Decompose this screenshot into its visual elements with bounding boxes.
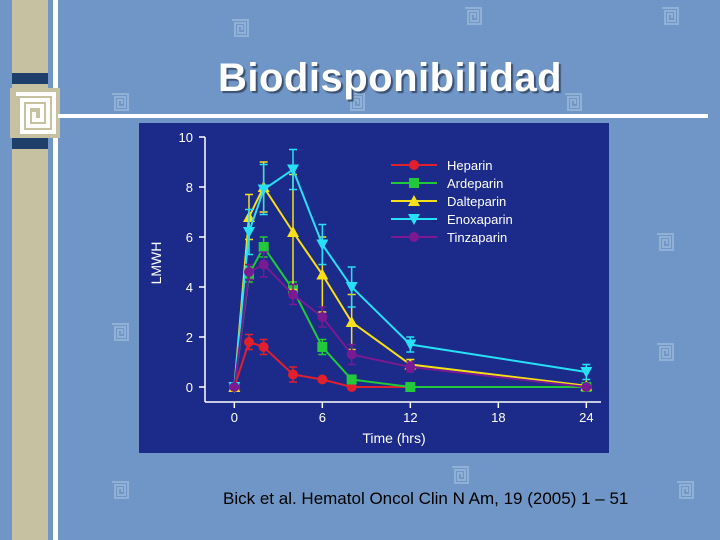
title-underline: [58, 114, 708, 118]
data-point-tinzaparin: [288, 289, 298, 300]
legend-label-dalteparin: Dalteparin: [447, 194, 506, 209]
y-tick-label: 0: [186, 380, 193, 395]
data-point-tinzaparin: [405, 362, 416, 372]
legend-marker-dalteparin: [408, 195, 420, 206]
data-point-enoxaparin: [580, 367, 593, 378]
data-point-heparin: [258, 342, 269, 352]
greek-key-motif-icon: [112, 323, 129, 341]
data-point-enoxaparin: [316, 239, 329, 251]
data-point-heparin: [288, 369, 298, 380]
legend-marker-enoxaparin: [408, 214, 420, 225]
left-navy-bar: [12, 73, 48, 84]
y-tick-label: 8: [186, 180, 193, 195]
series-enoxaparin: [228, 148, 593, 393]
y-tick-label: 4: [186, 280, 193, 295]
greek-key-logo-icon: [10, 88, 60, 138]
x-tick-label: 18: [491, 410, 505, 425]
chart-series: [228, 148, 593, 393]
data-point-ardeparin: [317, 342, 328, 352]
data-point-tinzaparin: [229, 382, 240, 392]
data-point-heparin: [317, 374, 328, 385]
data-point-ardeparin: [405, 382, 416, 392]
data-point-enoxaparin: [404, 339, 417, 351]
greek-key-motif-icon: [452, 466, 469, 484]
data-point-tinzaparin: [244, 267, 254, 277]
slide-title: Biodisponibilidad: [217, 56, 563, 100]
data-point-tinzaparin: [581, 382, 592, 392]
data-point-ardeparin: [346, 374, 357, 385]
data-point-enoxaparin: [287, 164, 299, 176]
series-line-dalteparin: [233, 184, 587, 388]
data-point-enoxaparin: [243, 227, 255, 238]
data-point-dalteparin: [316, 268, 329, 280]
citation-text: Bick et al. Hematol Oncol Clin N Am, 19 …: [223, 489, 629, 508]
data-point-tinzaparin: [346, 349, 357, 360]
x-axis-label: Time (hrs): [362, 430, 425, 446]
legend-label-ardeparin: Ardeparin: [447, 176, 503, 191]
greek-key-motif-icon: [662, 7, 679, 25]
legend-marker-heparin: [409, 160, 419, 170]
y-axis-label: LMWH: [148, 242, 164, 285]
data-point-tinzaparin: [317, 312, 328, 322]
data-point-ardeparin: [258, 242, 269, 252]
greek-key-motif-icon: [348, 93, 365, 111]
data-point-enoxaparin: [257, 184, 270, 196]
data-point-dalteparin: [287, 226, 299, 237]
left-navy-bar: [12, 138, 48, 149]
chart-background: [139, 123, 609, 453]
greek-key-motif-icon: [657, 343, 674, 361]
greek-key-motif-icon: [465, 7, 482, 25]
y-tick-label: 10: [179, 130, 193, 145]
greek-key-motif-icon: [112, 93, 129, 111]
chart-legend: Heparin Ardeparin Dalteparin Enoxaparin Tinz…: [391, 158, 513, 245]
x-tick-label: 0: [231, 410, 238, 425]
data-point-dalteparin: [345, 316, 358, 327]
legend-marker-ardeparin: [409, 178, 419, 188]
greek-key-motif-icon: [677, 481, 694, 499]
legend-marker-tinzaparin: [409, 232, 419, 242]
greek-key-motif-icon: [112, 481, 129, 499]
x-tick-label: 6: [319, 410, 326, 425]
data-point-heparin: [244, 337, 254, 347]
data-point-enoxaparin: [345, 282, 358, 293]
x-tick-label: 12: [403, 410, 417, 425]
greek-key-motif-icon: [565, 93, 582, 111]
y-tick-label: 2: [186, 330, 193, 345]
x-tick-label: 24: [579, 410, 593, 425]
legend-label-heparin: Heparin: [447, 158, 493, 173]
legend-label-enoxaparin: Enoxaparin: [447, 212, 513, 227]
data-point-tinzaparin: [258, 259, 269, 270]
legend-label-tinzaparin: Tinzaparin: [447, 230, 507, 245]
series-line-enoxaparin: [233, 167, 587, 388]
greek-key-motif-icon: [232, 19, 249, 37]
chart-axes: [204, 137, 601, 403]
left-vertical-line: [53, 0, 58, 540]
series-tinzaparin: [229, 251, 592, 392]
greek-key-motif-icon: [657, 233, 674, 251]
y-tick-label: 6: [186, 230, 193, 245]
